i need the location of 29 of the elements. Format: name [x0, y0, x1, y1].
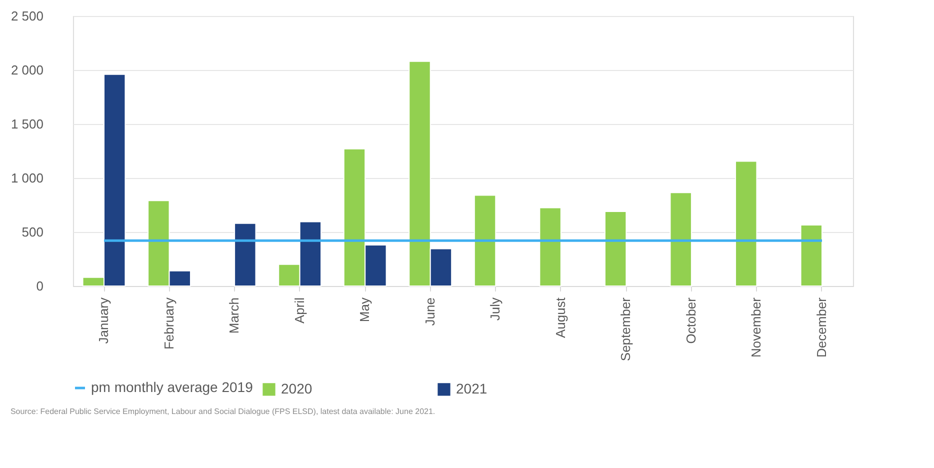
bar — [234, 222, 256, 286]
legend-label: 2020 — [281, 380, 312, 396]
x-tick-label: March — [226, 298, 242, 334]
bar — [670, 192, 692, 286]
x-tick-label: May — [357, 297, 372, 322]
y-tick-label: 1 000 — [10, 170, 44, 186]
x-tick-label: August — [552, 297, 568, 338]
x-tick-label: February — [161, 297, 176, 350]
y-tick-label: 500 — [22, 224, 44, 240]
y-tick-label: 0 — [36, 278, 44, 294]
x-tick-label: December — [814, 296, 829, 358]
bar — [474, 194, 496, 286]
y-tick-label: 1 500 — [10, 116, 44, 132]
bar — [800, 224, 822, 286]
bar — [539, 207, 562, 286]
bar — [604, 210, 627, 286]
legend-label: 2021 — [456, 380, 488, 396]
x-tick-label: January — [96, 297, 112, 344]
source-note: Source: Federal Public Service Employment, Labour and Social Dialogue (FPS ELSD), latest data available: June 2021. — [10, 407, 436, 416]
x-tick-label: November — [748, 296, 764, 358]
x-tick-label: September — [618, 296, 634, 362]
bar — [735, 160, 758, 286]
legend-label: pm monthly average 2019 — [91, 379, 254, 395]
x-tick-label: October — [683, 296, 698, 344]
x-tick-label: July — [488, 297, 503, 321]
y-tick-label: 2 000 — [10, 62, 44, 78]
y-tick-label: 2 500 — [10, 8, 44, 24]
x-tick-label: April — [292, 297, 307, 324]
x-tick-label: June — [422, 298, 438, 326]
